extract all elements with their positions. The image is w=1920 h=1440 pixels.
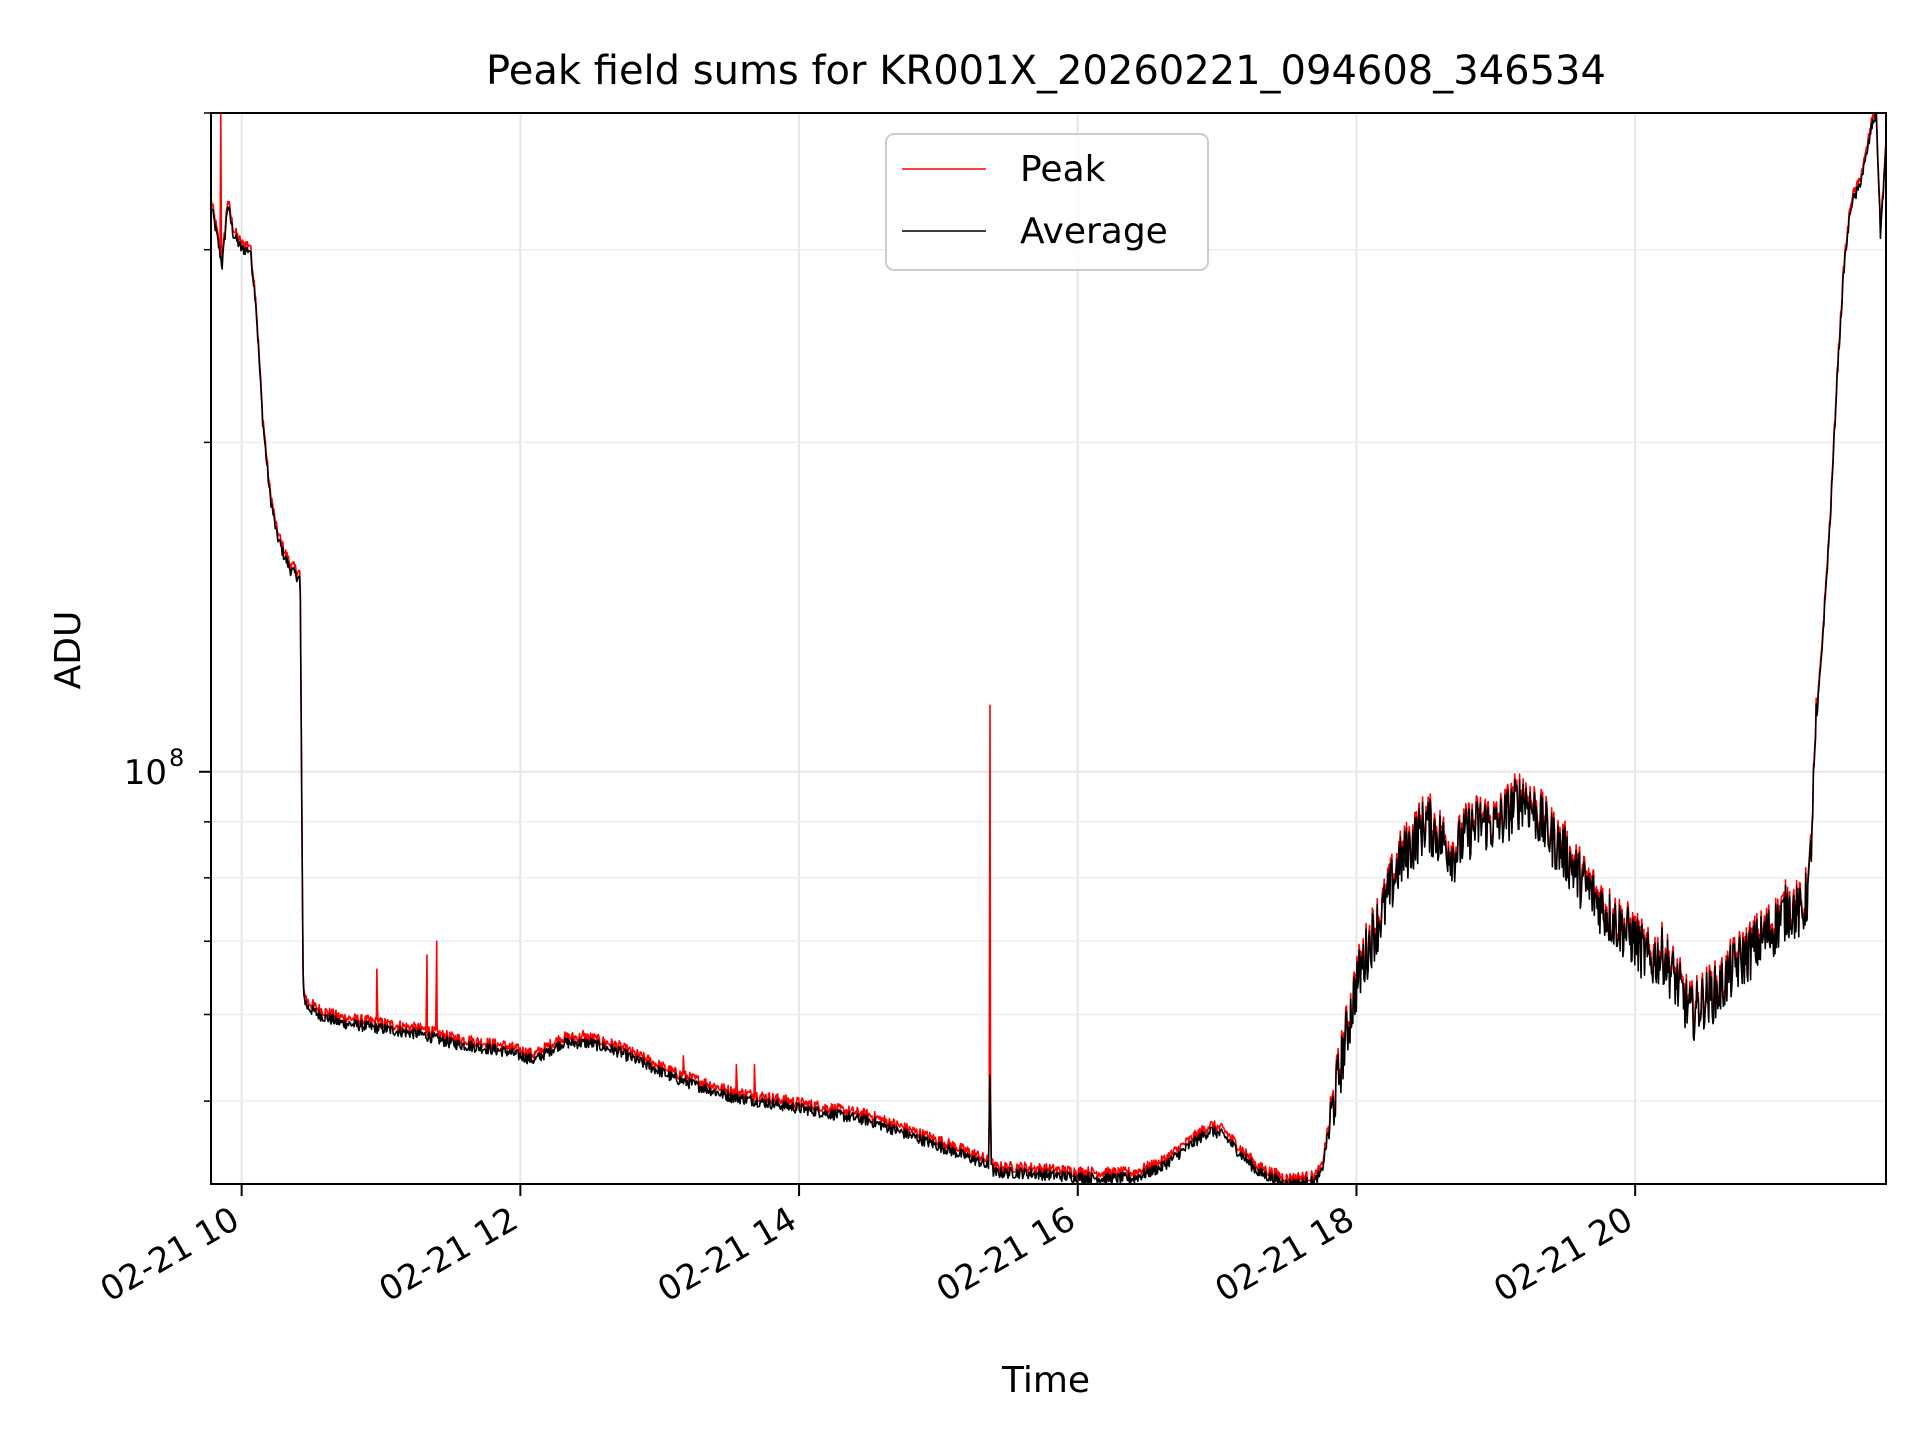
plot-frame <box>210 112 1887 1185</box>
peak-series-line <box>211 113 1886 1184</box>
legend-box <box>885 133 1209 271</box>
legend-peak-label: Peak <box>1020 149 1106 190</box>
series-layer <box>211 113 1886 1184</box>
legend: Peak Average <box>885 133 1209 271</box>
average-series-line <box>211 113 1886 1184</box>
y-tick-label: 10 <box>124 753 167 793</box>
legend-average-label: Average <box>1020 211 1168 252</box>
y-axis-label: ADU <box>48 611 89 690</box>
x-axis-label: Time <box>1001 1360 1090 1401</box>
y-tick-label-exponent: 8 <box>169 744 184 772</box>
chart-title: Peak field sums for KR001X_20260221_0946… <box>486 48 1606 94</box>
